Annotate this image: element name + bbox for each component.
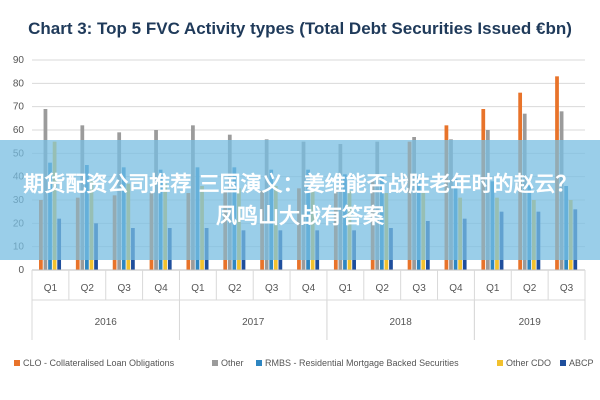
x-tick-label: Q1 <box>191 283 205 294</box>
x-tick-label: Q2 <box>81 283 95 294</box>
x-tick-label: Q1 <box>486 283 500 294</box>
year-label: 2018 <box>390 317 413 328</box>
legend-swatch <box>497 360 503 366</box>
legend-label: Other <box>221 358 244 368</box>
x-tick-label: Q4 <box>302 283 316 294</box>
x-tick-label: Q2 <box>376 283 390 294</box>
y-tick-label: 80 <box>13 78 25 89</box>
y-tick-label: 0 <box>18 265 24 276</box>
legend-label: ABCP <box>569 358 594 368</box>
legend: CLO - Collateralised Loan Obligations Oth… <box>14 358 594 368</box>
x-tick-label: Q1 <box>44 283 58 294</box>
overlay-text: 期货配资公司推荐 三国演义：姜维能否战胜老年时的赵云？凤鸣山大战有答案 <box>23 172 577 228</box>
x-tick-label: Q4 <box>449 283 463 294</box>
legend-swatch <box>256 360 262 366</box>
y-tick-label: 70 <box>13 102 25 113</box>
x-tick-label: Q4 <box>154 283 168 294</box>
x-tick-label: Q2 <box>523 283 537 294</box>
year-label: 2016 <box>95 317 118 328</box>
legend-label: CLO - Collateralised Loan Obligations <box>23 358 175 368</box>
y-tick-label: 60 <box>13 125 25 136</box>
legend-label: RMBS - Residential Mortgage Backed Secur… <box>265 358 459 368</box>
x-tick-label: Q3 <box>560 283 574 294</box>
legend-swatch <box>14 360 20 366</box>
chart-title: Chart 3: Top 5 FVC Activity types (Total… <box>28 19 572 38</box>
x-tick-label: Q1 <box>339 283 353 294</box>
x-tick-label: Q3 <box>117 283 131 294</box>
y-tick-label: 90 <box>13 55 25 66</box>
overlay-banner: 期货配资公司推荐 三国演义：姜维能否战胜老年时的赵云？凤鸣山大战有答案 <box>0 140 600 260</box>
year-label: 2019 <box>519 317 542 328</box>
x-tick-label: Q3 <box>265 283 279 294</box>
year-label: 2017 <box>242 317 265 328</box>
x-tick-label: Q2 <box>228 283 242 294</box>
x-tick-label: Q3 <box>412 283 426 294</box>
legend-swatch <box>212 360 218 366</box>
legend-swatch <box>560 360 566 366</box>
legend-label: Other CDO <box>506 358 551 368</box>
